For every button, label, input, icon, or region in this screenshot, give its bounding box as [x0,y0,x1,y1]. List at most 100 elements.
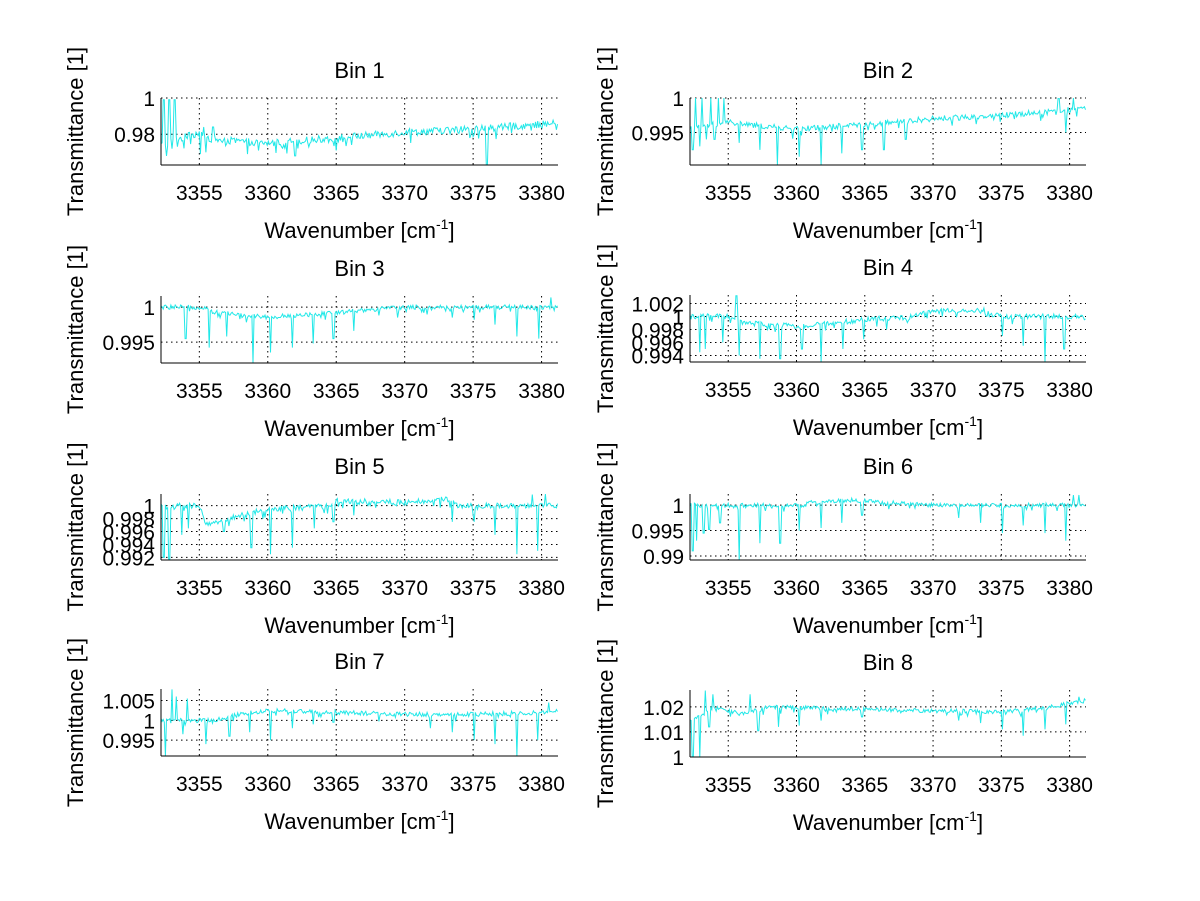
x-tick-label: 3375 [450,773,497,796]
y-tick-label: 1.02 [643,697,684,720]
x-tick-label: 3355 [176,182,223,205]
series-line-bin-5 [161,494,558,560]
y-tick-label: 0.996 [102,522,155,545]
x-axis-label-end: ] [977,218,983,243]
series-line-bin-2 [690,98,1086,165]
x-tick-label: 3380 [518,773,565,796]
y-tick-label: 0.98 [114,124,155,147]
subplot-bin-2: 3355 3360 3365 3370 3375 3380 0.995 1 Bin 2 Waven… [593,47,1093,243]
series-line-bin-1 [161,99,558,165]
x-axis-label-text: Wavenumber [cm [793,415,965,440]
y-axis-label: Transmittance [1] [593,244,618,413]
y-tick-label: 0.994 [102,534,155,557]
x-axis-label: Wavenumber [cm-1] [793,611,983,638]
y-tick-label: 1 [143,496,155,519]
subplot-title: Bin 8 [863,650,913,675]
x-tick-label: 3380 [1046,577,1093,600]
x-tick-label: 3370 [910,774,957,797]
x-axis-label-text: Wavenumber [cm [793,218,965,243]
x-tick-label: 3375 [978,774,1025,797]
x-axis-label-superscript: -1 [436,414,449,430]
series-line-bin-7 [161,689,558,756]
x-axis-label-text: Wavenumber [cm [793,613,965,638]
y-tick-label: 1 [143,88,155,111]
x-tick-label: 3365 [841,577,888,600]
x-axis-label-end: ] [448,218,454,243]
x-axis-label-end: ] [448,613,454,638]
subplot-title: Bin 4 [863,255,913,280]
y-axis-label: Transmittance [1] [63,638,88,807]
y-tick-label: 1 [672,88,684,111]
x-tick-label: 3370 [381,380,428,403]
x-axis-label-superscript: -1 [436,611,449,627]
x-tick-label: 3375 [978,182,1025,205]
x-axis-label-end: ] [977,810,983,835]
x-axis-label-text: Wavenumber [cm [264,218,436,243]
x-tick-label: 3380 [1046,379,1093,402]
x-axis-label-superscript: -1 [436,216,449,232]
x-axis-label-superscript: -1 [965,216,978,232]
y-tick-label: 0.998 [631,319,684,342]
x-axis-label-text: Wavenumber [cm [793,810,965,835]
y-tick-label: 0.995 [631,123,684,146]
x-tick-label: 3360 [773,182,820,205]
y-tick-label: 1 [672,747,684,770]
x-tick-label: 3365 [313,380,360,403]
y-tick-label: 1.01 [643,722,684,745]
x-tick-label: 3360 [773,774,820,797]
subplot-bin-4: 3355 3360 3365 3370 3375 33800.9940.9960.9981… [593,244,1093,440]
x-tick-label: 3375 [450,577,497,600]
x-axis-label-end: ] [977,613,983,638]
series-line-bin-8 [690,690,1086,757]
x-tick-label: 3360 [244,577,291,600]
x-tick-label: 3355 [705,774,752,797]
y-tick-label: 1.002 [631,293,684,316]
x-axis-label: Wavenumber [cm-1] [264,807,454,834]
x-tick-label: 3360 [773,379,820,402]
y-tick-label: 0.992 [102,547,155,570]
subplot-bin-8: 3355 3360 3365 3370 3375 3380 11.011.02 Bin 8 Wa… [593,639,1093,835]
y-tick-label: 1.005 [102,690,155,713]
series-line-bin-3 [161,297,558,363]
x-tick-label: 3360 [244,182,291,205]
y-tick-label: 1 [143,297,155,320]
x-axis-label: Wavenumber [cm-1] [264,611,454,638]
x-axis-label-text: Wavenumber [cm [264,613,436,638]
x-axis-label-end: ] [448,809,454,834]
x-tick-label: 3360 [244,380,291,403]
x-axis-label-end: ] [977,415,983,440]
x-tick-label: 3365 [841,379,888,402]
x-tick-label: 3370 [381,182,428,205]
x-tick-label: 3375 [978,379,1025,402]
x-axis-label-superscript: -1 [436,807,449,823]
x-axis-label: Wavenumber [cm-1] [793,808,983,835]
y-tick-label: 1 [672,495,684,518]
subplot-bin-3: 3355 3360 3365 3370 3375 3380 0.995 1 Bin 3 Waven… [63,245,565,441]
x-tick-label: 3355 [176,380,223,403]
x-axis-label-text: Wavenumber [cm [264,416,436,441]
y-tick-label: 0.994 [631,345,684,368]
x-tick-label: 3375 [450,182,497,205]
x-tick-label: 3355 [176,577,223,600]
x-tick-label: 3380 [518,577,565,600]
x-tick-label: 3380 [518,182,565,205]
y-tick-label: 0.998 [102,509,155,532]
subplot-grid: 3355 3360 3365 3370 3375 3380 0.98 1 Bin 1 Wavenu… [63,47,1093,835]
x-tick-label: 3380 [1046,774,1093,797]
x-tick-label: 3365 [841,182,888,205]
x-axis-label-superscript: -1 [965,808,978,824]
x-tick-label: 3365 [313,773,360,796]
x-tick-label: 3370 [381,577,428,600]
x-tick-label: 3355 [176,773,223,796]
y-tick-label: 0.995 [102,730,155,753]
subplot-bin-5: 3355 3360 3365 3370 3375 3380 0.9920.9940.9960… [63,442,565,638]
subplot-bin-6: 3355 3360 3365 3370 3375 3380 0.990.995 1 Bin 6 W… [593,442,1093,638]
y-tick-label: 0.995 [631,521,684,544]
subplot-bin-1: 3355 3360 3365 3370 3375 3380 0.98 1 Bin 1 Wavenu… [63,47,565,243]
y-axis-label: Transmittance [1] [593,442,618,611]
x-tick-label: 3370 [910,577,957,600]
y-tick-label: 0.996 [631,332,684,355]
y-axis-label: Transmittance [1] [63,245,88,414]
subplot-title: Bin 5 [334,454,384,479]
